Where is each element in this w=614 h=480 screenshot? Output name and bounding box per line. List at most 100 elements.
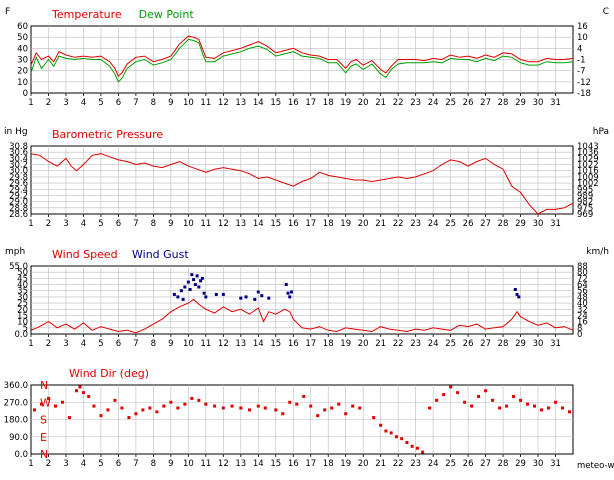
chart4-xtick-label: 14 [253, 459, 264, 469]
chart4-point [449, 385, 453, 389]
chart3-xtick-label: 12 [218, 339, 229, 349]
chart1-xtick-label: 29 [515, 98, 526, 108]
chart2-xtick-label: 3 [63, 219, 68, 229]
chart4-point [39, 402, 43, 406]
chart3-xtick-label: 14 [253, 339, 264, 349]
chart1-ytick-right-label: -1 [577, 56, 585, 66]
chart2-xtick-label: 1 [28, 219, 33, 229]
chart1-ytick-label: 20 [17, 67, 28, 77]
chart2-xtick-label: 21 [375, 219, 386, 229]
chart1-xtick-label: 4 [81, 98, 86, 108]
chart2-ytick-label: 28.8 [9, 204, 28, 214]
chart3-point [515, 292, 519, 296]
chart2-right-unit: hPa [593, 127, 609, 137]
chart3-ytick-right-label: 72 [577, 274, 588, 284]
chart3-ytick-label: 25 [17, 299, 28, 309]
chart1-ytick-label: 0 [23, 89, 28, 99]
chart1-xtick-label: 24 [428, 98, 439, 108]
chart3-point [288, 295, 292, 299]
chart4-ytick-label: 270.0 [4, 398, 28, 408]
chart2-xtick-label: 25 [445, 219, 456, 229]
chart2-xtick-label: 16 [288, 219, 299, 229]
chart2-xtick-label: 30 [533, 219, 544, 229]
chart4-point [526, 402, 530, 406]
chart3-ytick-label: 15 [17, 311, 28, 321]
chart4-point [183, 402, 187, 406]
chart4-xtick-label: 19 [340, 459, 351, 469]
chart3-right-unit: km/h [586, 247, 609, 257]
chart1-xtick-label: 1 [28, 98, 33, 108]
chart4-point [99, 414, 103, 418]
chart2-xtick-label: 18 [323, 219, 334, 229]
chart2-xtick-label: 29 [515, 219, 526, 229]
chart3-point [256, 290, 260, 294]
chart4-point [463, 400, 467, 404]
chart4-point [46, 396, 50, 400]
chart1-ytick-right-label: 10 [577, 33, 588, 43]
chart4-point [281, 412, 285, 416]
chart4-xtick-label: 18 [323, 459, 334, 469]
chart4-point [323, 408, 327, 412]
chart4-xtick-label: 9 [168, 459, 173, 469]
chart1-xtick-label: 27 [480, 98, 491, 108]
chart4-point [302, 395, 306, 398]
chart3-xtick-label: 20 [358, 339, 369, 349]
chart4-point [74, 389, 78, 393]
chart3-point [517, 295, 521, 299]
chart4-point [141, 408, 145, 412]
chart2-xtick-label: 26 [463, 219, 474, 229]
chart3-point [197, 285, 201, 289]
chart2-frame [30, 145, 574, 215]
chart2-xtick-label: 27 [480, 219, 491, 229]
chart2-ytick-label: 30.0 [9, 167, 28, 177]
chart3-ytick-right-label: 80 [577, 268, 588, 278]
chart2-ytick-right-label: 995 [577, 185, 593, 195]
chart3-ytick-label: 40 [17, 281, 28, 291]
chart2-xtick-label: 13 [235, 219, 246, 229]
chart4-title-part: Wind Dir (deg) [69, 367, 149, 380]
chart2-xtick-label: 15 [270, 219, 281, 229]
chart2-xtick-label: 28 [498, 219, 509, 229]
chart3-point [183, 285, 187, 289]
chart1-series-line [30, 35, 574, 78]
chart3-ytick-label: 50 [17, 268, 28, 278]
chart4-xtick-label: 25 [445, 459, 456, 469]
chart1-xtick-label: 5 [98, 98, 103, 108]
chart2-ytick-label: 29.2 [9, 191, 28, 201]
chart2-xtick-label: 8 [151, 219, 156, 229]
chart2-ytick-right-label: 1002 [577, 179, 599, 189]
chart4-point [568, 410, 572, 414]
chart1-xtick-label: 12 [218, 98, 229, 108]
chart2-ytick-right-label: 1043 [577, 142, 599, 152]
chart4-point [547, 406, 551, 410]
chart3-xtick-label: 17 [305, 339, 316, 349]
chart3-xtick-label: 29 [515, 339, 526, 349]
chart2-xtick-label: 2 [46, 219, 51, 229]
chart4-point [394, 435, 398, 439]
chart2-series-line [30, 153, 574, 215]
chart4-point [505, 404, 509, 408]
chart4-point [421, 450, 425, 454]
chart2-ytick-label: 29.8 [9, 173, 28, 183]
chart4-xtick-label: 5 [98, 459, 103, 469]
chart1-xtick-label: 6 [116, 98, 121, 108]
chart4-point [32, 408, 36, 412]
chart1-ytick-right-label: 4 [577, 44, 582, 54]
chart4-point [344, 412, 348, 416]
chart4-point [351, 404, 355, 408]
chart2-ytick-right-label: 1029 [577, 154, 599, 164]
chart3-point [188, 287, 192, 291]
chart4-point [389, 431, 393, 435]
chart3-xtick-label: 13 [235, 339, 246, 349]
chart3-ytick-right-label: 40 [577, 299, 588, 309]
chart4-point [239, 406, 243, 410]
chart4-point [358, 406, 362, 410]
chart2-xtick-label: 6 [116, 219, 121, 229]
chart4-point [120, 406, 124, 410]
chart1-xtick-label: 20 [358, 98, 369, 108]
chart4-point [274, 408, 278, 412]
chart4-point [176, 406, 180, 410]
chart3-point [244, 295, 248, 299]
chart1-xtick-label: 2 [46, 98, 51, 108]
